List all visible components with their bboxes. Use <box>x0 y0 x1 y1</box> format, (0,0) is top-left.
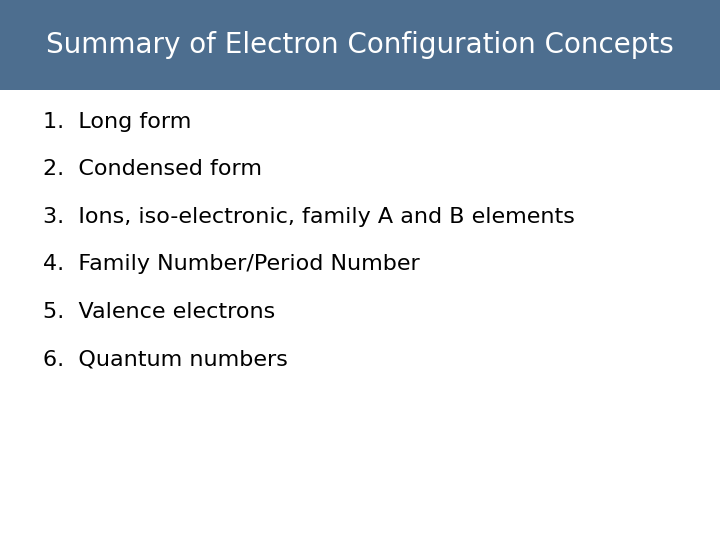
Text: 2.  Condensed form: 2. Condensed form <box>43 159 262 179</box>
Text: 3.  Ions, iso-electronic, family A and B elements: 3. Ions, iso-electronic, family A and B … <box>43 206 575 227</box>
Text: 4.  Family Number/Period Number: 4. Family Number/Period Number <box>43 254 420 274</box>
Text: 5.  Valence electrons: 5. Valence electrons <box>43 301 276 322</box>
Bar <box>0 0 720 90</box>
Text: Summary of Electron Configuration Concepts: Summary of Electron Configuration Concep… <box>46 31 674 59</box>
Text: 6.  Quantum numbers: 6. Quantum numbers <box>43 349 288 369</box>
Text: 1.  Long form: 1. Long form <box>43 111 192 132</box>
